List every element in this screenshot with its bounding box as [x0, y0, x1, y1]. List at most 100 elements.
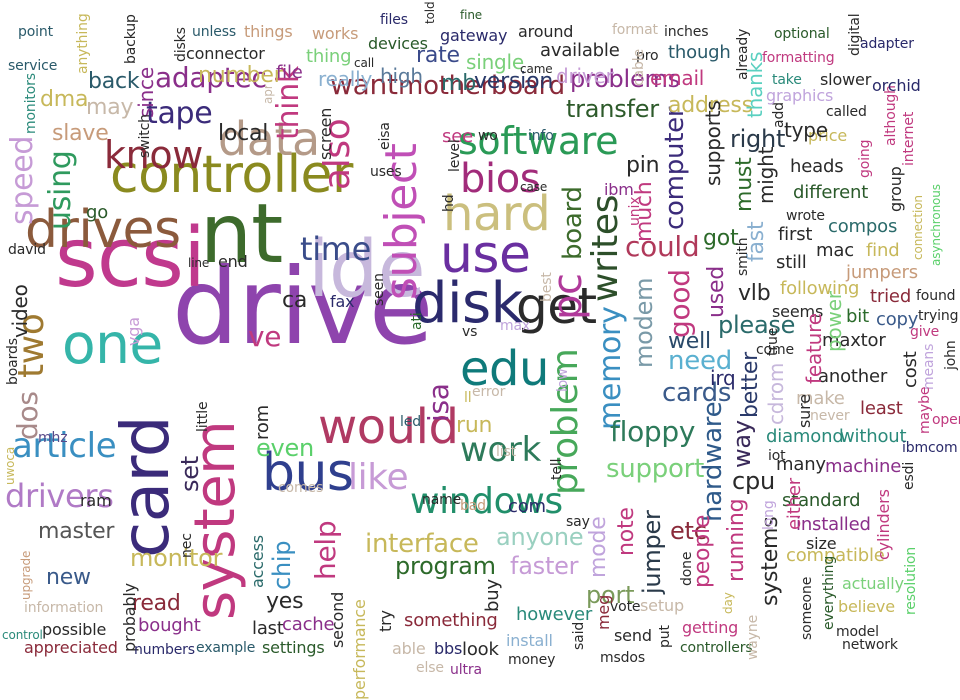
word-support: support — [606, 453, 705, 484]
word-help: help — [309, 520, 342, 580]
word-jumpers: jumpers — [846, 261, 918, 283]
word-cost: cost — [900, 351, 921, 388]
word-ll: ll — [464, 390, 472, 407]
word-uses: uses — [370, 164, 402, 181]
word-drivers: drivers — [5, 477, 114, 516]
word-cpu: cpu — [732, 467, 775, 496]
word-possible: possible — [42, 619, 107, 639]
word-low: low — [555, 368, 571, 393]
word-cards: cards — [662, 377, 732, 408]
word-nec: nec — [179, 533, 195, 558]
word-believe: believe — [838, 596, 895, 616]
word-try: try — [376, 610, 395, 632]
word-work: work — [460, 430, 541, 471]
word-floppy: floppy — [610, 415, 696, 449]
word-inches: inches — [664, 24, 709, 41]
word-vs: vs — [462, 324, 478, 341]
word-mb: mb — [441, 70, 476, 96]
word-apr: apr — [261, 84, 275, 104]
word-resolution: resolution — [903, 546, 919, 615]
word-one: one — [62, 312, 163, 377]
word-actually: actually — [842, 573, 904, 593]
word-drives: drives — [25, 200, 181, 261]
word-compatible: compatible — [786, 544, 885, 566]
word-wo: wo — [478, 128, 498, 145]
word-able: able — [392, 638, 426, 658]
word-back: back — [88, 68, 140, 94]
word-told: told — [423, 1, 437, 24]
word-error: error — [472, 384, 506, 401]
word-ram: ram — [80, 490, 112, 510]
word-performance: performance — [350, 599, 369, 700]
word-high: high — [380, 64, 423, 89]
word-gateway: gateway — [440, 25, 508, 45]
word-maxtor: maxtor — [822, 329, 886, 351]
word-windows: windows — [410, 480, 563, 522]
word-version: version — [474, 68, 554, 94]
word-without: without — [840, 425, 907, 447]
word-know: know — [104, 133, 203, 178]
word-level: level — [447, 139, 463, 172]
word-comes: comes — [278, 480, 324, 497]
word-access: access — [248, 535, 267, 588]
word-come: come — [756, 342, 794, 359]
word-machine: machine — [825, 455, 902, 477]
word-compos: compos — [828, 215, 898, 237]
word-controller: controller — [110, 145, 353, 206]
word-since: since — [134, 67, 158, 118]
word-must: must — [732, 157, 757, 212]
word-driver: driver — [556, 64, 614, 89]
word-vga: vga — [124, 317, 143, 346]
word-upgrade: upgrade — [19, 550, 33, 600]
word-copy: copy — [876, 308, 919, 330]
word-network: network — [842, 637, 898, 654]
word-going: going — [857, 139, 873, 178]
word-well: well — [668, 328, 711, 354]
word-say: say — [566, 514, 590, 531]
word-optional: optional — [774, 26, 830, 43]
word-mode: mode — [586, 516, 611, 578]
word-like: like — [348, 456, 409, 498]
word-tape: tape — [146, 95, 213, 131]
word-price: price — [808, 125, 848, 145]
word-john: john — [943, 340, 959, 370]
word-numbers: numbers — [134, 642, 195, 659]
word-bbs: bbs — [434, 638, 463, 658]
word-unless: unless — [192, 24, 236, 41]
word-something: something — [404, 609, 498, 631]
word-unix: unix — [627, 196, 643, 226]
word-still: still — [776, 251, 807, 273]
word-control: control — [2, 627, 43, 642]
word-could: could — [625, 230, 700, 264]
word-data: data — [218, 112, 320, 167]
word-switch: switch — [137, 114, 153, 158]
word-power: power — [822, 291, 846, 352]
word-pro: pro — [636, 48, 659, 65]
word-would: would — [318, 398, 459, 455]
word-scsi: scsi — [55, 211, 206, 307]
word-least: least — [860, 397, 903, 419]
word-devices: devices — [368, 33, 428, 53]
word-right: right — [730, 125, 786, 154]
word-motherboard: motherboard — [398, 70, 565, 101]
word-monitors: monitors — [23, 73, 39, 134]
word-vote: vote — [610, 599, 641, 616]
word-even: even — [256, 434, 314, 463]
word-new: new — [46, 564, 91, 590]
word-format: format — [612, 22, 658, 39]
word-add: add — [771, 102, 787, 128]
word-local: local — [218, 120, 269, 146]
word-monitor: monitor — [130, 544, 223, 573]
word-esdi: esdi — [901, 461, 917, 490]
word-number: number — [198, 62, 283, 88]
word-diamond: diamond — [766, 425, 844, 447]
word-long: long — [761, 500, 777, 530]
word-rate: rate — [416, 42, 460, 68]
word-called: called — [826, 104, 867, 121]
word-different: different — [793, 181, 869, 203]
word-running: running — [724, 498, 749, 582]
word-installed: installed — [796, 513, 871, 535]
word-already: already — [735, 28, 751, 80]
word-money: money — [508, 652, 556, 669]
